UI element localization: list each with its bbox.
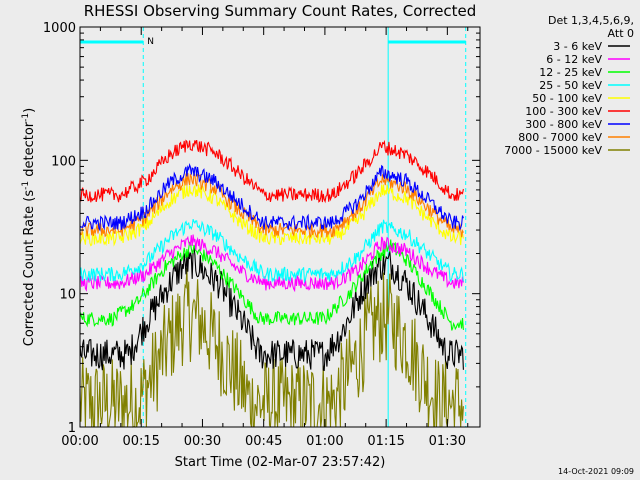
y-axis-title-sup-2: -1 (21, 113, 31, 122)
x-axis-title: Start Time (02-Mar-07 23:57:42) (175, 455, 386, 470)
series-line (79, 239, 464, 331)
y-axis-title-part-2: detector (22, 121, 37, 181)
x-tick-label: 00:30 (184, 434, 221, 449)
series-line (79, 234, 464, 293)
x-tick-label: 01:30 (429, 434, 466, 449)
axes: 00:00 00:15 00:30 00:45 01:00 01:15 01:30 1 10 10… (43, 21, 480, 449)
y-tick-label: 10 (59, 288, 76, 303)
legend-label: 50 - 100 keV (532, 92, 602, 105)
x-tick-label: 01:15 (367, 434, 404, 449)
series-line (79, 139, 464, 204)
legend-label: 7000 - 15000 keV (504, 144, 602, 157)
series-line (79, 219, 464, 284)
y-axis-title-part-1: Corrected Count Rate (s (22, 190, 37, 347)
x-tick-label: 00:00 (61, 434, 98, 449)
legend-label: 3 - 6 keV (553, 40, 602, 53)
y-axis-title-sup-1: -1 (21, 181, 31, 190)
x-tick-label: 00:15 (122, 434, 159, 449)
legend-header-2: Att 0 (608, 27, 634, 40)
legend-label: 800 - 7000 keV (518, 131, 602, 144)
plot-frame (79, 26, 481, 428)
series-line (79, 246, 464, 372)
y-tick-label: 1000 (43, 21, 76, 36)
x-tick-label: 01:00 (306, 434, 343, 449)
series-line (79, 184, 464, 247)
series-line (79, 162, 464, 232)
chart-title: RHESSI Observing Summary Count Rates, Co… (84, 2, 477, 20)
y-tick-label: 1 (68, 421, 76, 436)
series-line (79, 268, 464, 428)
x-tick-label: 00:45 (245, 434, 282, 449)
timestamp: 14-Oct-2021 09:09 (558, 467, 634, 476)
legend-label: 6 - 12 keV (546, 53, 602, 66)
y-tick-label: 100 (51, 154, 76, 169)
y-axis-title: Corrected Count Rate (s-1 detector-1) (21, 108, 37, 346)
legend-label: 25 - 50 keV (539, 79, 602, 92)
night-marker-label: N (147, 37, 154, 47)
legend-label: 12 - 25 keV (539, 66, 602, 79)
legend-label: 100 - 300 keV (525, 105, 602, 118)
series-group (79, 139, 464, 428)
legend-label: 300 - 800 keV (525, 118, 602, 131)
y-axis-title-part-3: ) (22, 108, 37, 113)
legend-header-1: Det 1,3,4,5,6,9, (548, 14, 634, 27)
